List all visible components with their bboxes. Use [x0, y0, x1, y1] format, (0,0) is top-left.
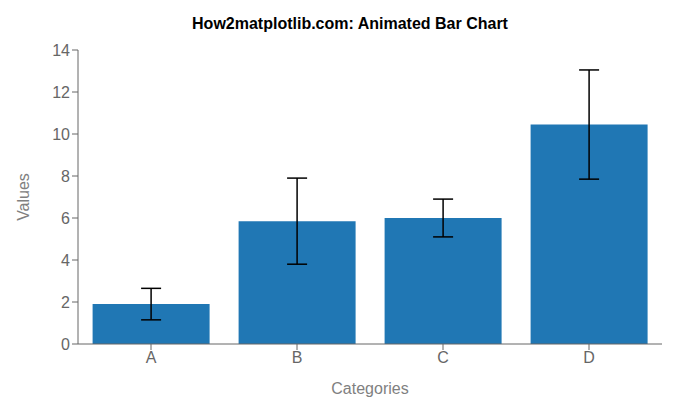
svg-text:0: 0: [61, 336, 70, 353]
svg-text:14: 14: [52, 42, 70, 59]
svg-text:12: 12: [52, 84, 70, 101]
svg-text:10: 10: [52, 126, 70, 143]
svg-text:6: 6: [61, 210, 70, 227]
svg-text:C: C: [437, 349, 449, 366]
svg-text:8: 8: [61, 168, 70, 185]
svg-text:2: 2: [61, 294, 70, 311]
svg-text:4: 4: [61, 252, 70, 269]
svg-text:B: B: [292, 349, 303, 366]
svg-text:Categories: Categories: [331, 380, 408, 397]
svg-text:Values: Values: [15, 173, 32, 221]
svg-text:D: D: [583, 349, 595, 366]
html-text:How2matplotlib.com: Animated B: How2matplotlib.com: Animated Bar Chart: [192, 15, 508, 32]
svg-text:A: A: [146, 349, 157, 366]
